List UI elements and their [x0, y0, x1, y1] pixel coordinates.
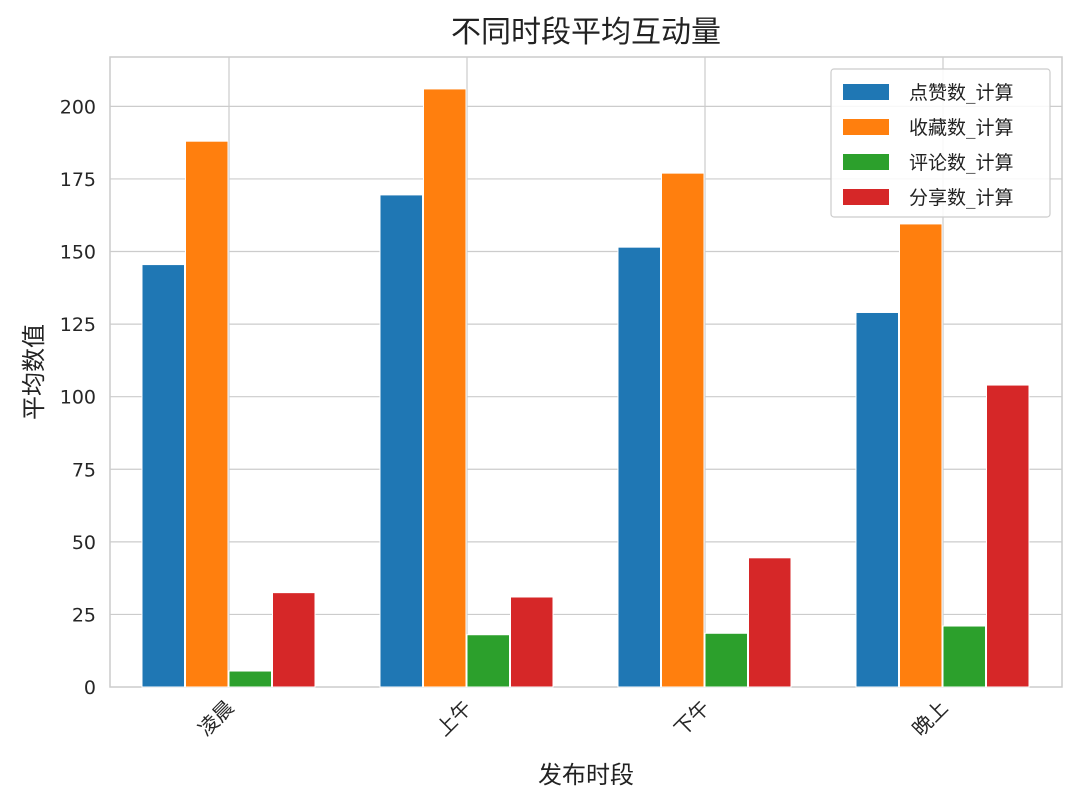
bars	[141, 88, 1030, 688]
bar	[423, 88, 467, 688]
bar	[748, 557, 792, 688]
y-tick-label: 100	[60, 387, 96, 409]
bar	[661, 172, 705, 688]
y-tick-label: 175	[60, 169, 96, 191]
legend-box	[830, 68, 1051, 218]
legend-label: 收藏数_计算	[909, 117, 1014, 139]
bar	[855, 311, 899, 688]
y-tick-label: 0	[84, 677, 96, 699]
bar	[942, 625, 986, 688]
x-axis-label: 发布时段	[538, 761, 634, 789]
legend-swatch	[843, 189, 889, 205]
bar	[379, 194, 423, 688]
y-tick-label: 25	[72, 604, 96, 626]
bar	[899, 223, 943, 688]
bar	[272, 592, 316, 688]
x-tick-label: 晚上	[907, 696, 952, 741]
y-tick-label: 125	[60, 314, 96, 336]
bar	[986, 384, 1030, 688]
bar	[228, 670, 272, 688]
bar	[510, 596, 554, 688]
y-tick-label: 75	[72, 459, 96, 481]
y-tick-label: 200	[60, 96, 96, 118]
chart-title: 不同时段平均互动量	[451, 15, 721, 50]
bar	[617, 246, 661, 688]
legend-swatch	[843, 154, 889, 170]
y-axis-label: 平均数值	[20, 324, 48, 420]
bar	[185, 140, 229, 688]
bar	[704, 632, 748, 688]
y-tick-labels: 0 25 50 75 100 125 150 175 200	[60, 96, 96, 699]
bar	[466, 634, 510, 688]
legend-swatch	[843, 119, 889, 135]
legend-label: 评论数_计算	[909, 152, 1014, 174]
bar	[141, 264, 185, 688]
y-tick-label: 50	[72, 532, 96, 554]
y-tick-label: 150	[60, 242, 96, 264]
x-tick-labels: 凌晨 上午 下午 晚上	[193, 696, 952, 741]
x-tick-label: 下午	[669, 696, 714, 741]
x-tick-label: 凌晨	[193, 696, 238, 741]
legend-label: 点赞数_计算	[909, 82, 1014, 104]
x-tick-label: 上午	[431, 696, 476, 741]
legend-swatch	[843, 84, 889, 100]
legend-label: 分享数_计算	[909, 187, 1014, 209]
